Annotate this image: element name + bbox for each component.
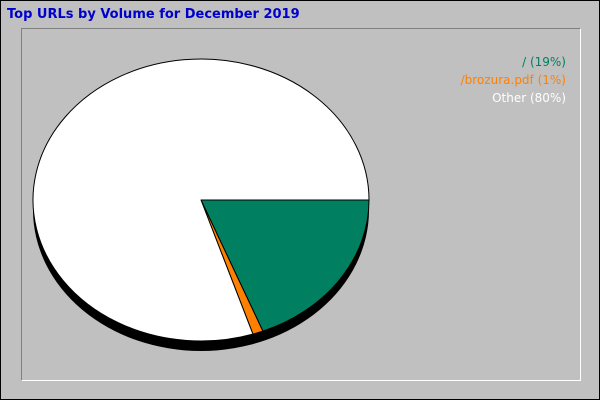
pie-slice-2 <box>32 58 370 342</box>
legend-item-1: /brozura.pdf (1%) <box>461 73 566 87</box>
chart-title: Top URLs by Volume for December 2019 <box>7 7 300 22</box>
pie-slice-0 <box>200 199 370 332</box>
legend-item-2: Other (80%) <box>492 91 566 105</box>
plot-area <box>21 28 581 381</box>
legend-item-0: / (19%) <box>522 55 566 69</box>
